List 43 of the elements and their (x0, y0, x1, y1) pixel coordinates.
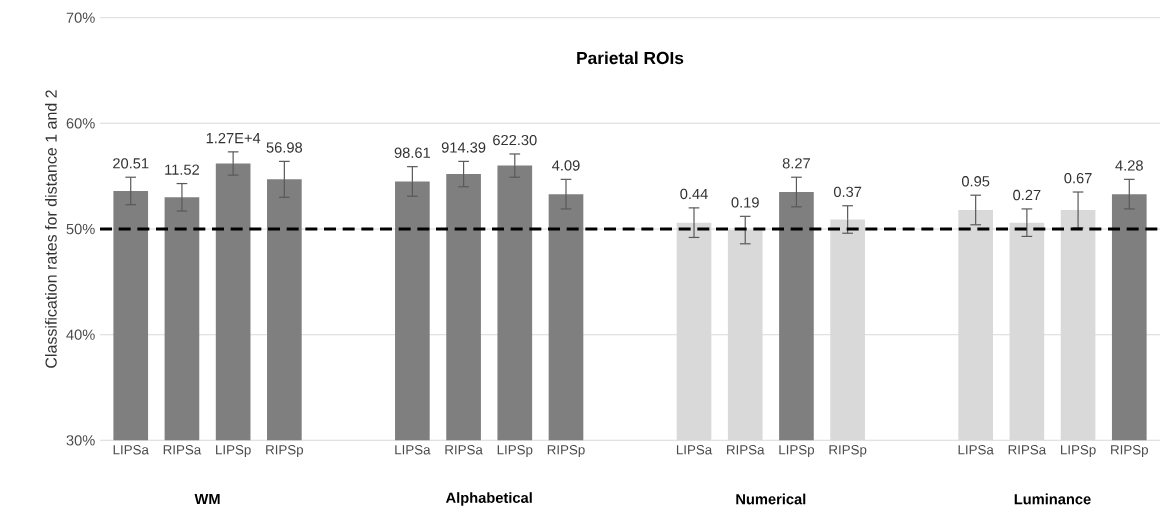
x-tick-label: RIPSp (547, 445, 585, 458)
x-tick-label: RIPSp (266, 445, 304, 458)
y-tick-label: 50% (66, 223, 95, 235)
x-tick-label: RIPSp (829, 445, 867, 458)
annotation: 56.98 (266, 142, 303, 153)
x-tick-label: RIPSa (445, 445, 483, 455)
x-tick-label: RIPSp (1111, 445, 1148, 458)
annotation: 1.27E+4 (206, 132, 261, 144)
x-tick-label: RIPSa (1008, 445, 1047, 455)
annotation: 0.95 (961, 176, 990, 187)
annotation: 11.52 (165, 164, 200, 175)
text: Parietal ROIs (577, 51, 684, 65)
annotation: 0.27 (1013, 189, 1041, 201)
y-tick-label: 70% (66, 12, 95, 23)
y-tick-label: 30% (66, 435, 95, 446)
text: Alphabetical (445, 492, 532, 506)
x-tick-label: RIPSa (727, 445, 765, 455)
x-tick-label: LIPSp (1061, 445, 1096, 458)
x-tick-label: RIPSa (163, 445, 202, 455)
y-tick-label: 40% (66, 329, 95, 340)
text: Numerical (736, 493, 806, 505)
x-tick-label: LIPSp (497, 445, 533, 458)
annotation: 20.51 (113, 158, 149, 169)
annotation: 0.44 (680, 188, 708, 200)
x-tick-label: LIPSp (216, 445, 251, 458)
text: Luminance (1014, 493, 1091, 505)
annotation: 8.27 (782, 158, 810, 169)
annotation: 914.39 (441, 142, 486, 153)
annotation: 0.67 (1064, 172, 1092, 184)
x-tick-label: LIPSa (676, 445, 713, 455)
x-tick-label: LIPSa (395, 445, 431, 455)
y-axis-title: Classification rates for distance 1 and 2 (45, 90, 57, 368)
x-tick-label: LIPSa (113, 445, 149, 455)
annotation: 98.61 (394, 147, 431, 158)
annotation: 4.28 (1115, 160, 1143, 171)
annotation: 0.37 (833, 186, 862, 198)
annotation: 0.19 (731, 197, 759, 208)
annotation: 622.30 (493, 134, 537, 146)
x-tick-label: LIPSp (779, 445, 815, 458)
text: WM (194, 493, 220, 505)
y-tick-label: 60% (66, 118, 95, 129)
annotation: 4.09 (552, 160, 580, 171)
x-tick-label: LIPSa (958, 445, 994, 455)
